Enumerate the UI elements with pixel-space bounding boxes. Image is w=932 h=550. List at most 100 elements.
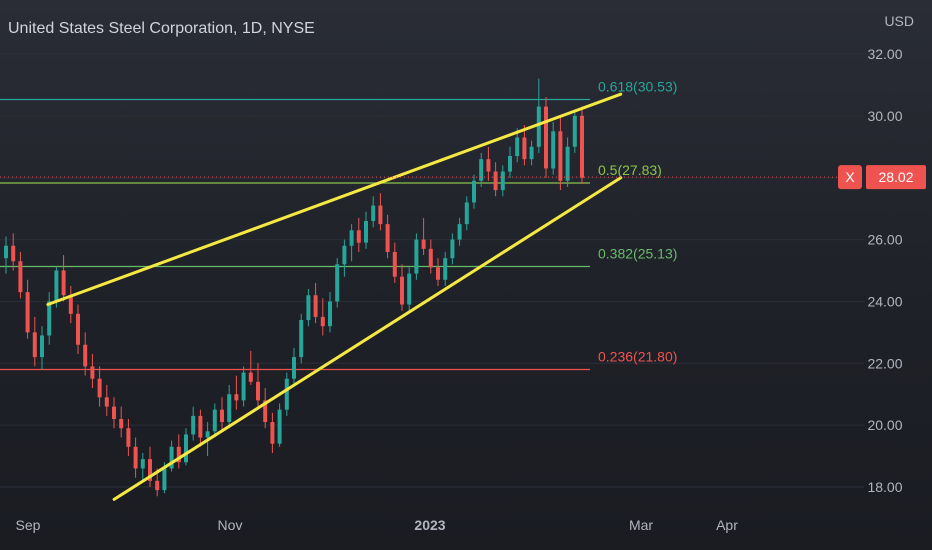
candle (18, 251, 23, 299)
candle (428, 239, 433, 274)
candle-body (364, 221, 368, 243)
candle (558, 115, 563, 191)
candle (551, 122, 556, 175)
candle-body (544, 106, 548, 169)
y-tick-label: 26.00 (867, 232, 902, 248)
candle (320, 298, 325, 336)
wedge-upper-line (46, 92, 623, 307)
candle-body (479, 159, 484, 181)
candle (176, 434, 181, 469)
candle (25, 279, 30, 339)
candle-body (112, 406, 116, 419)
last-price-tag: X 28.02 (0, 165, 926, 190)
candle-body (133, 446, 138, 469)
candle-body (68, 295, 73, 314)
candle (198, 409, 203, 447)
candle (349, 224, 354, 262)
wedge-lines (46, 92, 623, 501)
candle-body (457, 224, 462, 240)
candle-body (176, 446, 181, 463)
candle (450, 233, 455, 265)
candle (544, 97, 548, 178)
candle-body (97, 378, 102, 398)
candle (414, 233, 419, 280)
candle-body (220, 409, 224, 423)
candle (83, 332, 88, 376)
x-tick-label: Apr (716, 517, 738, 533)
candle (385, 214, 390, 259)
candle (529, 140, 534, 166)
candle (522, 125, 527, 166)
candle (421, 217, 426, 256)
candle-body (299, 319, 304, 358)
symbol-badge (838, 165, 862, 190)
candle (119, 406, 124, 438)
candle-body (256, 381, 260, 401)
candle (241, 366, 246, 407)
candle (508, 146, 512, 178)
candle (32, 316, 37, 367)
candle (169, 440, 174, 472)
candle (479, 152, 484, 187)
x-tick-label: Nov (218, 517, 243, 533)
fib-label: 0.382(25.13) (598, 245, 677, 261)
candle-body (529, 146, 534, 160)
candle (126, 418, 131, 457)
y-tick-label: 24.00 (867, 293, 902, 309)
candle (104, 384, 109, 416)
candle-body (205, 431, 210, 438)
candle-body (313, 295, 318, 317)
candle (97, 366, 102, 407)
candle (299, 313, 304, 364)
candle-body (515, 137, 520, 157)
wedge-lower-line (112, 176, 623, 501)
candle-body (162, 468, 167, 491)
candle-body (580, 115, 584, 178)
candle (263, 388, 268, 429)
candle-body (436, 267, 440, 280)
candle (292, 347, 296, 385)
x-tick-label: Sep (16, 517, 41, 533)
candle-body (263, 400, 268, 423)
y-tick-label: 32.00 (867, 46, 902, 62)
x-axis: Sep Nov 2023 Mar Apr (16, 517, 739, 533)
candle-body (119, 418, 124, 429)
fib-label: 0.236(21.80) (598, 348, 677, 364)
candle-body (277, 409, 282, 444)
candle (356, 217, 361, 252)
candle (112, 397, 116, 429)
candle-body (32, 332, 37, 358)
candle-body (500, 171, 505, 191)
candle (277, 403, 282, 447)
candle-body (54, 270, 59, 302)
candle-body (385, 224, 390, 252)
candle-body (184, 434, 188, 463)
y-tick-label: 20.00 (867, 417, 902, 433)
candle-body (248, 372, 253, 382)
candle (256, 363, 260, 407)
candle-body (356, 230, 361, 243)
candle-body (4, 245, 8, 259)
candle-body (493, 171, 498, 191)
candles (4, 78, 584, 497)
candle (191, 406, 196, 441)
candle (580, 106, 584, 184)
candle (90, 354, 95, 389)
candle (342, 239, 347, 277)
candle-body (140, 459, 145, 469)
candle (443, 251, 448, 286)
candle-body (126, 428, 131, 447)
candle (234, 375, 239, 410)
grid (0, 53, 864, 488)
candle-body (155, 480, 160, 491)
candle-body (76, 313, 80, 345)
candle-body (40, 335, 44, 358)
y-tick-label: 18.00 (867, 479, 902, 495)
candle (371, 196, 376, 228)
candle-body (486, 159, 491, 172)
candle-body (407, 273, 412, 305)
candle (220, 397, 224, 432)
